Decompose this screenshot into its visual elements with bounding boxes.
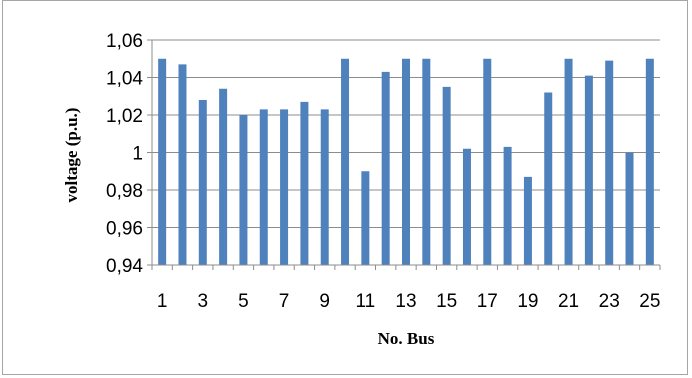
- axes: [147, 39, 661, 270]
- bar-bus-20: [544, 92, 553, 265]
- bar-bus-9: [320, 109, 329, 265]
- bar-bus-11: [361, 171, 370, 265]
- bar-bus-7: [280, 109, 289, 265]
- bar-bus-1: [158, 58, 167, 265]
- y-tick-label: 1,02: [106, 106, 143, 127]
- y-tick-label: 0,96: [106, 219, 143, 240]
- x-tick-label: 13: [395, 291, 416, 312]
- bar-bus-17: [483, 58, 492, 265]
- bar-bus-3: [198, 100, 207, 265]
- x-tick-label: 23: [599, 291, 620, 312]
- y-tick-label: 1: [132, 144, 143, 165]
- x-tick-label: 7: [279, 291, 290, 312]
- x-tick-label: 19: [517, 291, 538, 312]
- bar-bus-25: [645, 58, 654, 265]
- bar-bus-2: [178, 64, 187, 265]
- bar-bus-12: [381, 71, 390, 265]
- bar-bus-6: [259, 109, 268, 265]
- bar-bus-24: [625, 152, 634, 265]
- y-tick-label: 1,06: [106, 31, 143, 52]
- bar-bus-10: [341, 58, 350, 265]
- x-tick-label: 3: [198, 291, 209, 312]
- y-tick-label: 0,94: [106, 256, 143, 277]
- bar-bus-19: [523, 176, 532, 265]
- y-axis-title: voltage (p.u.): [62, 108, 81, 203]
- bar-bus-5: [239, 115, 248, 265]
- bar-bus-15: [442, 86, 451, 265]
- bar-bus-16: [462, 148, 471, 265]
- x-tick-label: 21: [558, 291, 579, 312]
- bar-bus-18: [503, 146, 512, 265]
- y-tick-label: 0,98: [106, 181, 143, 202]
- bar-bus-21: [564, 58, 573, 265]
- bar-bus-13: [402, 58, 410, 265]
- bar-bus-23: [605, 60, 614, 265]
- bars: [158, 58, 654, 265]
- x-tick-label: 1: [157, 291, 168, 312]
- x-tick-label: 9: [319, 291, 330, 312]
- x-tick-labels: 1 3 5 7 9 11 13 15 17 19 21 23 25: [157, 291, 661, 312]
- bar-bus-22: [584, 75, 593, 265]
- x-axis-title: No. Bus: [378, 329, 435, 348]
- x-tick-label: 17: [477, 291, 498, 312]
- x-tick-label: 15: [436, 291, 457, 312]
- x-tick-label: 5: [238, 291, 249, 312]
- bar-bus-14: [422, 58, 431, 265]
- x-tick-label: 11: [355, 291, 375, 312]
- bar-bus-8: [300, 101, 309, 265]
- bar-bus-4: [219, 88, 228, 265]
- y-tick-labels: 0,94 0,96 0,98 1 1,02 1,04 1,06: [106, 31, 143, 277]
- y-tick-label: 1,04: [106, 69, 143, 90]
- x-tick-label: 25: [639, 291, 660, 312]
